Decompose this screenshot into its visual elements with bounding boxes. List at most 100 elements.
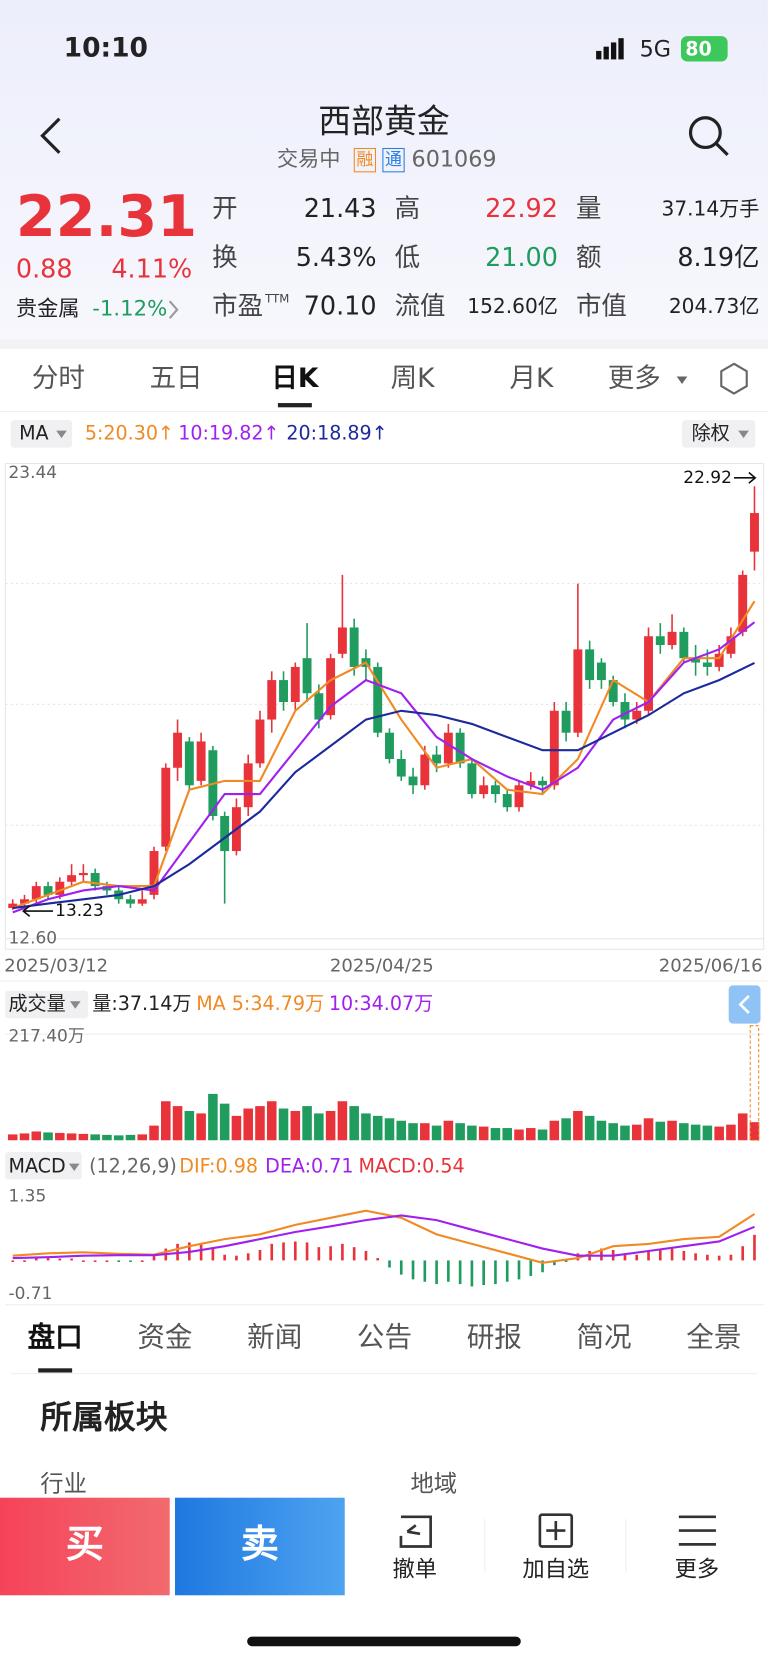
watch-icon[interactable]: [538, 1513, 574, 1548]
candle-body: [255, 719, 265, 764]
volume-bar: [19, 1133, 30, 1141]
network: 5G: [640, 36, 671, 62]
adjust-select[interactable]: [682, 420, 756, 448]
volume-bar: [208, 1093, 218, 1141]
field-value: 21.43: [304, 194, 377, 224]
volume-select[interactable]: [5, 990, 89, 1019]
volume-bar: [43, 1132, 53, 1141]
bottom-tab[interactable]: 新闻: [247, 1321, 302, 1354]
bottom-tab[interactable]: 资金: [137, 1321, 192, 1354]
volume-bar: [349, 1106, 359, 1141]
buy: 买: [66, 1523, 104, 1567]
tab[interactable]: 日K: [271, 363, 319, 394]
candle-body: [726, 636, 736, 654]
tab[interactable]: 月K: [509, 363, 554, 394]
change: 0.88: [16, 254, 73, 284]
bottom-tab[interactable]: 盘口: [28, 1321, 83, 1354]
candle-body: [514, 785, 524, 808]
volume-bar: [31, 1131, 42, 1141]
volume-bar: [337, 1101, 348, 1141]
y-tick-label: 23.44: [8, 463, 57, 483]
bottom-tab[interactable]: 公告: [357, 1321, 412, 1354]
volume-bar: [643, 1118, 654, 1141]
volume-bar: [325, 1110, 336, 1141]
signal: [596, 38, 624, 60]
volume-bar: [726, 1124, 736, 1141]
bottom-tab[interactable]: 简况: [576, 1321, 631, 1354]
candle-body: [679, 631, 689, 659]
field-label: 开: [212, 194, 237, 224]
candle-body: [149, 851, 159, 895]
field-value: 8.19亿: [677, 243, 759, 273]
volume-bar: [314, 1113, 324, 1141]
more: 更多: [675, 1556, 720, 1582]
candle-body: [396, 758, 406, 777]
collapse-button[interactable]: [728, 985, 761, 1024]
ma-label: MA: [19, 421, 49, 444]
candle-body: [385, 732, 394, 759]
volume-bar: [514, 1129, 524, 1141]
candle-body: [443, 732, 453, 764]
caret: [738, 430, 749, 439]
candle-body: [337, 627, 347, 654]
field-label: 额: [576, 243, 601, 273]
volume-bar: [137, 1134, 148, 1141]
buy-button[interactable]: [0, 1497, 170, 1596]
candle-body: [632, 710, 642, 720]
sell-button[interactable]: [175, 1497, 345, 1596]
back-button[interactable]: [40, 117, 61, 154]
settings[interactable]: [720, 362, 748, 395]
macd-value: MACD:0.54: [359, 1154, 465, 1177]
dif: DIF:0.98: [179, 1154, 258, 1177]
field-label-sup: TTM: [264, 292, 289, 306]
volume-bar: [631, 1124, 642, 1141]
volume-bar: [278, 1108, 289, 1141]
tab[interactable]: 五日: [150, 363, 203, 394]
ma5: 5:20.30↑: [85, 421, 174, 444]
field-value: 37.14万手: [662, 197, 760, 221]
volume-bar: [90, 1134, 100, 1141]
field-value: 70.10: [304, 292, 377, 322]
volume-bar: [113, 1135, 124, 1141]
candle-body: [137, 899, 147, 904]
stock-name: 西部黄金: [318, 102, 450, 141]
candle-body: [561, 710, 571, 733]
tab[interactable]: 更多: [608, 363, 661, 394]
search-button[interactable]: [688, 116, 729, 156]
volume-bar: [537, 1129, 548, 1141]
battery-level: 80: [685, 37, 712, 60]
volume-bar: [125, 1134, 136, 1141]
y-tick-label: -0.71: [8, 1284, 52, 1304]
volume-bar: [219, 1103, 230, 1141]
candle-body: [67, 875, 77, 882]
volume-bar: [490, 1128, 501, 1141]
tab[interactable]: 周K: [391, 363, 435, 394]
candle-body: [349, 627, 359, 667]
volume-bar: [679, 1123, 689, 1141]
trade-status: 交易中: [277, 147, 341, 172]
field-label: 市盈: [212, 292, 263, 322]
candle-body: [408, 776, 418, 786]
ma-line: [12, 661, 755, 910]
field-label: 换: [212, 243, 237, 273]
volume-bar: [102, 1134, 112, 1141]
volume-bar: [302, 1106, 312, 1141]
sell: 卖: [241, 1523, 279, 1567]
more-icon[interactable]: [678, 1515, 716, 1546]
ma10: 10:19.82↑: [178, 421, 279, 444]
ma-select[interactable]: [10, 420, 73, 448]
volume-bar: [655, 1121, 666, 1141]
volume-bar: [714, 1126, 724, 1141]
header-bg: [0, 0, 768, 340]
volume-bar: [420, 1123, 430, 1141]
home-indicator: [247, 1636, 521, 1647]
bottom-tab[interactable]: 全景: [686, 1321, 741, 1354]
candle-body: [644, 636, 653, 711]
volume-bar: [690, 1124, 701, 1141]
macd-select[interactable]: [5, 1151, 82, 1180]
candle-body: [326, 658, 336, 716]
cancel-icon[interactable]: [399, 1515, 432, 1548]
tab[interactable]: 分时: [32, 363, 85, 394]
bottom-tab[interactable]: 研报: [467, 1321, 522, 1354]
